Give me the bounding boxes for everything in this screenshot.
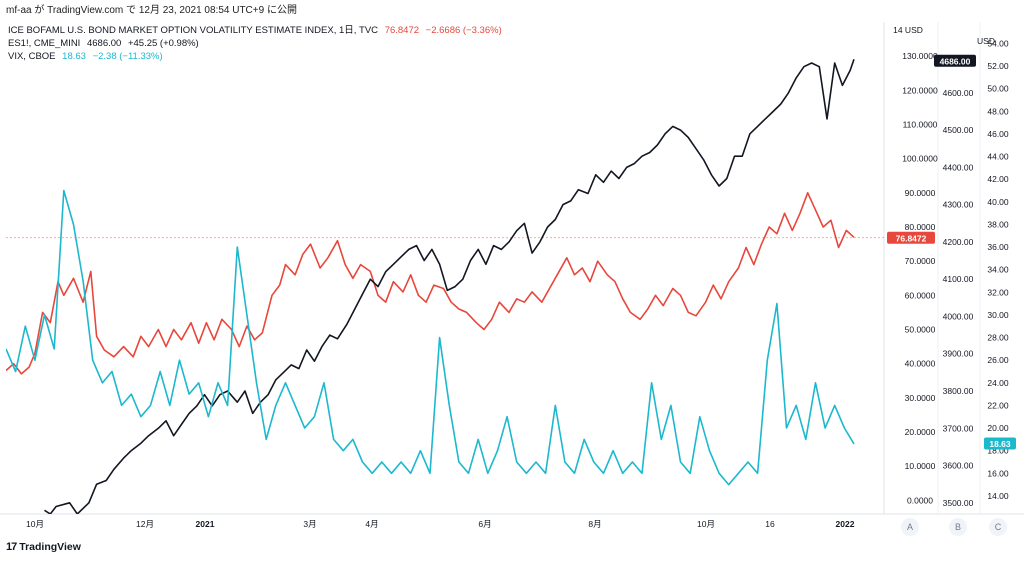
legend: ICE BOFAML U.S. BOND MARKET OPTION VOLAT… <box>8 24 502 63</box>
axis-tick-label: 90.0000 <box>905 188 936 198</box>
axis-tick-label: 50.0000 <box>905 325 936 335</box>
axis-tick-label: 40.00 <box>987 197 1009 207</box>
axis-tick-label: 40.0000 <box>905 359 936 369</box>
time-axis-label: 3月 <box>303 519 316 529</box>
legend-name: VIX, CBOE <box>8 51 56 62</box>
axis-tick-label: 60.0000 <box>905 290 936 300</box>
axis-tick-label: 4600.00 <box>943 88 974 98</box>
legend-row-move: ICE BOFAML U.S. BOND MARKET OPTION VOLAT… <box>8 24 502 37</box>
legend-name: ICE BOFAML U.S. BOND MARKET OPTION VOLAT… <box>8 25 379 36</box>
scale-button-c[interactable]: C <box>989 518 1007 536</box>
last-value-label-es: 4686.00 <box>940 56 971 66</box>
last-value-badge-es <box>934 54 976 67</box>
legend-row-es: ES1!, CME_MINI 4686.00 +45.25 (+0.98%) <box>8 37 502 50</box>
time-axis-label: 10月 <box>697 519 715 529</box>
time-axis-label: 8月 <box>588 519 601 529</box>
last-value-label-move: 76.8472 <box>896 233 927 243</box>
axis-tick-label: 130.0000 <box>902 51 938 61</box>
axis-tick-label: 4400.00 <box>943 162 974 172</box>
last-value-badge-move <box>887 231 935 244</box>
last-value-label-vix: 18.63 <box>989 439 1011 449</box>
axis-tick-label: 32.00 <box>987 287 1009 297</box>
legend-change: −2.6686 (−3.36%) <box>425 25 502 36</box>
axis-tick-label: 14.00 <box>987 491 1009 501</box>
currency-label-a: 14 USD <box>893 25 923 35</box>
axis-tick-label: 4100.00 <box>943 274 974 284</box>
axis-tick-label: 3800.00 <box>943 386 974 396</box>
axis-tick-label: 16.00 <box>987 468 1009 478</box>
tradingview-logo-text: TradingView <box>19 541 81 553</box>
axis-tick-label: 4000.00 <box>943 311 974 321</box>
axis-tick-label: 30.0000 <box>905 393 936 403</box>
time-axis-label: 10月 <box>26 519 44 529</box>
axis-tick-label: 54.00 <box>987 38 1009 48</box>
legend-value: 18.63 <box>62 51 86 62</box>
tradingview-logo-icon: 17 <box>6 541 17 553</box>
series-line-vix <box>6 189 855 486</box>
series-line-move <box>6 192 855 375</box>
legend-change: −2.38 (−11.33%) <box>92 51 163 62</box>
tradingview-logo[interactable]: 17 TradingView <box>6 541 81 553</box>
time-axis-label: 6月 <box>478 519 491 529</box>
time-axis-label: 2021 <box>196 519 215 529</box>
axis-tick-label: 3900.00 <box>943 349 974 359</box>
legend-value: 4686.00 <box>86 38 122 49</box>
axis-tick-label: 34.00 <box>987 265 1009 275</box>
last-value-badge-vix <box>984 437 1016 450</box>
axis-tick-label: 48.00 <box>987 106 1009 116</box>
axis-tick-label: 26.00 <box>987 355 1009 365</box>
legend-row-vix: VIX, CBOE 18.63 −2.38 (−11.33%) <box>8 50 502 63</box>
currency-label-c: USD <box>977 36 995 46</box>
legend-value: 76.8472 <box>384 25 420 36</box>
axis-tick-label: 38.00 <box>987 219 1009 229</box>
axis-tick-label: 18.00 <box>987 446 1009 456</box>
axis-tick-label: 70.0000 <box>905 256 936 266</box>
publish-caption: mf-aa が TradingView.com で 12月 23, 2021 0… <box>6 5 297 16</box>
axis-tick-label: 36.00 <box>987 242 1009 252</box>
axis-tick-label: 4500.00 <box>943 125 974 135</box>
axis-tick-label: 46.00 <box>987 129 1009 139</box>
axis-tick-label: 3500.00 <box>943 498 974 508</box>
axis-tick-label: 80.0000 <box>905 222 936 232</box>
series-line-es <box>44 59 855 514</box>
axis-tick-label: 42.00 <box>987 174 1009 184</box>
scale-button-b[interactable]: B <box>949 518 967 536</box>
time-axis-label: 4月 <box>365 519 378 529</box>
axis-tick-label: 3700.00 <box>943 423 974 433</box>
axis-tick-label: 24.00 <box>987 378 1009 388</box>
axis-tick-label: 30.00 <box>987 310 1009 320</box>
axis-tick-label: 28.00 <box>987 333 1009 343</box>
time-axis-label: 12月 <box>136 519 154 529</box>
axis-tick-label: 4200.00 <box>943 237 974 247</box>
time-axis-label: 16 <box>765 519 775 529</box>
axis-tick-label: 22.00 <box>987 400 1009 410</box>
legend-name: ES1!, CME_MINI <box>8 38 81 49</box>
axis-tick-label: 20.0000 <box>905 427 936 437</box>
axis-tick-label: 100.0000 <box>902 154 938 164</box>
axis-tick-label: 3600.00 <box>943 461 974 471</box>
axis-tick-label: 10.0000 <box>905 461 936 471</box>
scale-button-a[interactable]: A <box>901 518 919 536</box>
axis-tick-label: 20.00 <box>987 423 1009 433</box>
axis-tick-label: 110.0000 <box>903 120 938 130</box>
axis-tick-label: 4300.00 <box>943 200 974 210</box>
axis-tick-label: 44.00 <box>987 152 1009 162</box>
time-axis-label: 2022 <box>836 519 855 529</box>
axis-tick-label: 52.00 <box>987 61 1009 71</box>
legend-change: +45.25 (+0.98%) <box>127 38 199 49</box>
axis-tick-label: 50.00 <box>987 84 1009 94</box>
axis-tick-label: 120.0000 <box>902 85 938 95</box>
axis-tick-label: 0.0000 <box>907 495 933 505</box>
